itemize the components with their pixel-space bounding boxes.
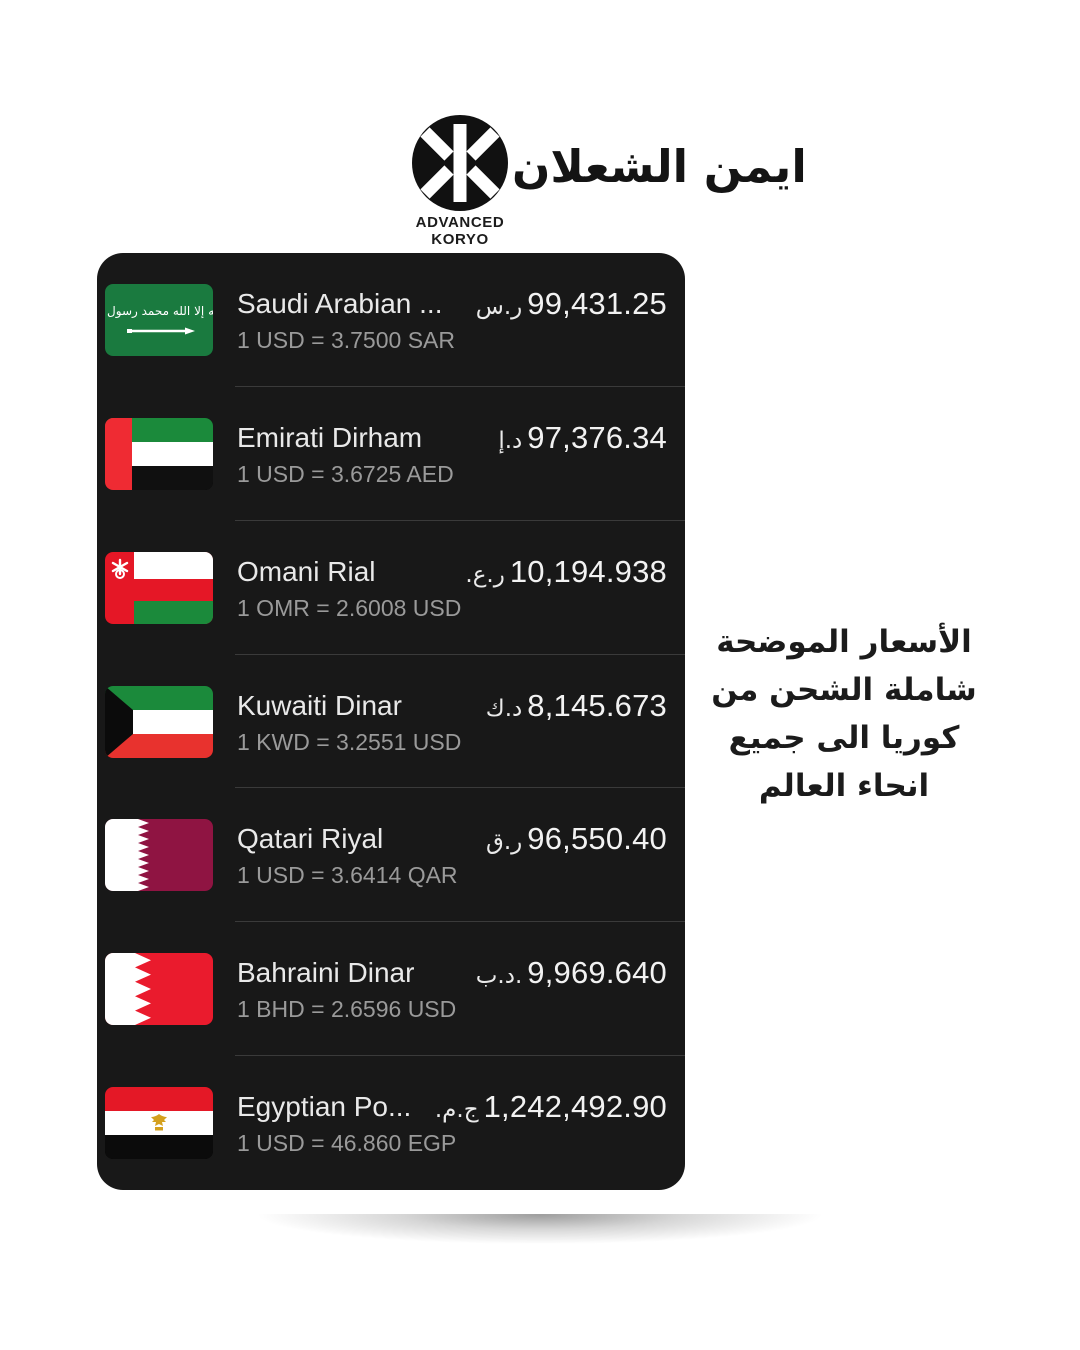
currency-amount: ر.س 99,431.25 [476,286,667,322]
uae-flag-icon [105,417,213,490]
exchange-rate: 1 USD = 3.6414 QAR [237,862,458,889]
currency-row-bhd[interactable]: Bahraini Dinar .د.ب 9,969.640 1 BHD = 2.… [97,922,685,1057]
currency-rate-card: لا إله إلا الله محمد رسول الله Saudi Ara… [97,253,685,1190]
currency-amount: د.ك 8,145.673 [486,688,667,724]
saudi-arabia-flag-icon: لا إله إلا الله محمد رسول الله [105,283,213,356]
currency-row-omr[interactable]: Omani Rial ر.ع. 10,194.938 1 OMR = 2.600… [97,521,685,655]
currency-amount: .د.ب 9,969.640 [476,955,667,991]
currency-value: 96,550.40 [527,821,667,857]
oman-flag-icon [105,551,213,624]
currency-value: 9,969.640 [527,955,667,991]
currency-row-kwd[interactable]: Kuwaiti Dinar د.ك 8,145.673 1 KWD = 3.25… [97,655,685,789]
exchange-rate: 1 KWD = 3.2551 USD [237,728,462,755]
shipping-note-arabic: الأسعار الموضحة شاملة الشحن من كوريا الى… [711,624,977,804]
currency-value: 10,194.938 [509,553,667,589]
brand-name-arabic: ايمن الشعلان [512,139,807,193]
currency-name: Qatari Riyal [237,823,384,855]
currency-value: 99,431.25 [527,285,667,321]
currency-amount: ر.ع. 10,194.938 [465,554,667,590]
currency-name: Egyptian Po... [237,1091,412,1123]
currency-name: Omani Rial [237,555,376,587]
currency-name: Bahraini Dinar [237,957,415,989]
currency-value: 8,145.673 [527,687,667,723]
exchange-rate: 1 OMR = 2.6008 USD [237,594,462,621]
qatar-flag-icon [105,819,213,892]
currency-amount: د.إ 97,376.34 [498,420,667,456]
currency-name: Saudi Arabian ... [237,287,443,319]
sheet-shadow [173,1214,907,1258]
currency-symbol: ر.ع. [465,561,505,588]
svg-text:لا إله إلا الله محمد رسول الله: لا إله إلا الله محمد رسول الله [105,304,213,319]
currency-symbol: ر.س [475,293,523,320]
currency-symbol: د.إ [498,427,523,454]
currency-symbol: ج.م. [434,1097,479,1124]
currency-row-sar[interactable]: لا إله إلا الله محمد رسول الله Saudi Ara… [97,253,685,387]
currency-amount: ج.م. 1,242,492.90 [435,1089,667,1125]
currency-value: 97,376.34 [527,419,667,455]
currency-row-aed[interactable]: Emirati Dirham د.إ 97,376.34 1 USD = 3.6… [97,387,685,521]
brand-subtitle: ADVANCED KORYO [415,214,505,248]
currency-row-qar[interactable]: Qatari Riyal ر.ق 96,550.40 1 USD = 3.641… [97,788,685,923]
currency-symbol: ر.ق [486,829,523,856]
exchange-rate: 1 BHD = 2.6596 USD [237,996,457,1023]
egypt-flag-icon [105,1087,213,1160]
currency-value: 1,242,492.90 [483,1089,667,1125]
kuwait-flag-icon [105,685,213,758]
currency-symbol: د.ك [485,695,523,722]
exchange-rate: 1 USD = 3.6725 AED [237,460,454,487]
currency-symbol: .د.ب [475,963,523,990]
exchange-rate: 1 USD = 46.860 EGP [237,1130,457,1157]
exchange-rate: 1 USD = 3.7500 SAR [237,326,455,353]
currency-amount: ر.ق 96,550.40 [486,821,667,857]
bahrain-flag-icon [105,953,213,1026]
brand-logo-kk-icon [412,115,508,211]
currency-name: Kuwaiti Dinar [237,689,402,721]
currency-name: Emirati Dirham [237,421,423,453]
currency-row-egp[interactable]: Egyptian Po... ج.م. 1,242,492.90 1 USD =… [97,1056,685,1190]
